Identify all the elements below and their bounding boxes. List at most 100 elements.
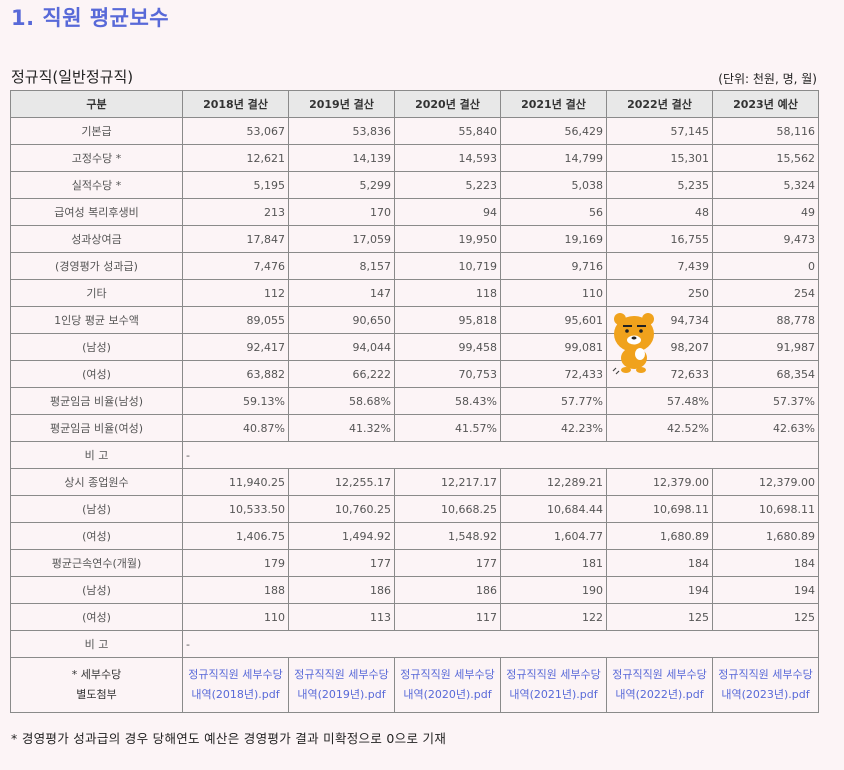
- value-cell: 10,698.11: [712, 495, 819, 523]
- remarks-row: 비 고-: [10, 441, 819, 469]
- value-cell: 1,494.92: [288, 522, 395, 550]
- value-cell: 90,650: [288, 306, 395, 334]
- value-cell: 5,038: [500, 171, 607, 199]
- table-row: 평균임금 비율(여성) 40.87% 41.32% 41.57% 42.23% 42.52…: [10, 414, 819, 442]
- header-cell: 2018년 결산: [182, 90, 289, 118]
- value-cell: 14,139: [288, 144, 395, 172]
- table-row: (남성) 92,417 94,044 99,458 99,081 98,207 91,987: [10, 333, 819, 361]
- value-cell: 41.57%: [394, 414, 501, 442]
- unit-label: (단위: 천원, 명, 월): [718, 72, 817, 86]
- value-cell: 91,987: [712, 333, 819, 361]
- value-cell: 186: [288, 576, 395, 604]
- table-row: 실적수당 * 5,195 5,299 5,223 5,038 5,235 5,324: [10, 171, 819, 199]
- remarks-label: 비 고: [10, 441, 183, 469]
- table-row: 급여성 복리후생비 213 170 94 56 48 49: [10, 198, 819, 226]
- row-label: (여성): [10, 360, 183, 388]
- value-cell: 5,195: [182, 171, 289, 199]
- value-cell: 41.32%: [288, 414, 395, 442]
- row-label: (남성): [10, 495, 183, 523]
- value-cell: 49: [712, 198, 819, 226]
- row-label: (남성): [10, 333, 183, 361]
- value-cell: 55,840: [394, 117, 501, 145]
- value-cell: 9,473: [712, 225, 819, 253]
- value-cell: 12,621: [182, 144, 289, 172]
- value-cell: 184: [606, 549, 713, 577]
- value-cell: 94: [394, 198, 501, 226]
- value-cell: 10,533.50: [182, 495, 289, 523]
- attachment-label-line: * 세부수당: [71, 668, 122, 681]
- value-cell: 10,668.25: [394, 495, 501, 523]
- value-cell: 5,223: [394, 171, 501, 199]
- table-row: 고정수당 * 12,621 14,139 14,593 14,799 15,301 15,5…: [10, 144, 819, 172]
- value-cell: 1,548.92: [394, 522, 501, 550]
- value-cell: 57.37%: [712, 387, 819, 415]
- row-label: 고정수당 *: [10, 144, 183, 172]
- value-cell: 110: [182, 603, 289, 631]
- value-cell: 63,882: [182, 360, 289, 388]
- value-cell: 58,116: [712, 117, 819, 145]
- value-cell: 1,680.89: [712, 522, 819, 550]
- value-cell: 112: [182, 279, 289, 307]
- row-label: 성과상여금: [10, 225, 183, 253]
- value-cell: 190: [500, 576, 607, 604]
- pdf-link-2023[interactable]: 정규직직원 세부수당내역(2023년).pdf: [718, 668, 813, 701]
- value-cell: 68,354: [712, 360, 819, 388]
- value-cell: 254: [712, 279, 819, 307]
- value-cell: 19,169: [500, 225, 607, 253]
- value-cell: 250: [606, 279, 713, 307]
- value-cell: 113: [288, 603, 395, 631]
- pdf-link-2021[interactable]: 정규직직원 세부수당내역(2021년).pdf: [506, 668, 601, 701]
- value-cell: 95,818: [394, 306, 501, 334]
- value-cell: 99,081: [500, 333, 607, 361]
- section-title: 정규직(일반정규직): [11, 68, 134, 86]
- value-cell: 8,157: [288, 252, 395, 280]
- row-label: 1인당 평균 보수액: [10, 306, 183, 334]
- header-cell: 2020년 결산: [394, 90, 501, 118]
- row-label: 평균근속연수(개월): [10, 549, 183, 577]
- value-cell: 12,289.21: [500, 468, 607, 496]
- value-cell: 125: [606, 603, 713, 631]
- value-cell: 10,684.44: [500, 495, 607, 523]
- pdf-link-2018[interactable]: 정규직직원 세부수당내역(2018년).pdf: [188, 668, 283, 701]
- value-cell: 10,719: [394, 252, 501, 280]
- salary-table: 구분 2018년 결산 2019년 결산 2020년 결산 2021년 결산 2…: [10, 90, 819, 713]
- header-cell: 2021년 결산: [500, 90, 607, 118]
- value-cell: 16,755: [606, 225, 713, 253]
- value-cell: 15,562: [712, 144, 819, 172]
- value-cell: 186: [394, 576, 501, 604]
- row-label: 상시 종업원수: [10, 468, 183, 496]
- value-cell: 48: [606, 198, 713, 226]
- row-label: (여성): [10, 522, 183, 550]
- value-cell: 42.52%: [606, 414, 713, 442]
- attachment-row: * 세부수당 별도첨부 정규직직원 세부수당내역(2018년).pdf 정규직직…: [10, 657, 819, 713]
- value-cell: 40.87%: [182, 414, 289, 442]
- value-cell: 12,217.17: [394, 468, 501, 496]
- pdf-link-2020[interactable]: 정규직직원 세부수당내역(2020년).pdf: [400, 668, 495, 701]
- pdf-link-2022[interactable]: 정규직직원 세부수당내역(2022년).pdf: [612, 668, 707, 701]
- value-cell: 1,604.77: [500, 522, 607, 550]
- value-cell: 181: [500, 549, 607, 577]
- value-cell: 57.77%: [500, 387, 607, 415]
- value-cell: 188: [182, 576, 289, 604]
- value-cell: 1,680.89: [606, 522, 713, 550]
- attachment-label-line: 별도첨부: [76, 688, 117, 701]
- value-cell: 12,379.00: [606, 468, 713, 496]
- remarks-value: -: [182, 630, 819, 658]
- table-row: (경영평가 성과급) 7,476 8,157 10,719 9,716 7,439 0: [10, 252, 819, 280]
- value-cell: 110: [500, 279, 607, 307]
- value-cell: 10,698.11: [606, 495, 713, 523]
- value-cell: 42.23%: [500, 414, 607, 442]
- value-cell: 72,433: [500, 360, 607, 388]
- table-row: 기본급 53,067 53,836 55,840 56,429 57,145 58,116: [10, 117, 819, 145]
- table-row: 평균근속연수(개월) 179 177 177 181 184 184: [10, 549, 819, 577]
- header-cell: 2019년 결산: [288, 90, 395, 118]
- table-row: (여성) 63,882 66,222 70,753 72,433 72,633 68,354: [10, 360, 819, 388]
- pdf-link-2019[interactable]: 정규직직원 세부수당내역(2019년).pdf: [294, 668, 389, 701]
- value-cell: 147: [288, 279, 395, 307]
- value-cell: 10,760.25: [288, 495, 395, 523]
- value-cell: 95,601: [500, 306, 607, 334]
- value-cell: 125: [712, 603, 819, 631]
- row-label: 급여성 복리후생비: [10, 198, 183, 226]
- value-cell: 19,950: [394, 225, 501, 253]
- value-cell: 5,235: [606, 171, 713, 199]
